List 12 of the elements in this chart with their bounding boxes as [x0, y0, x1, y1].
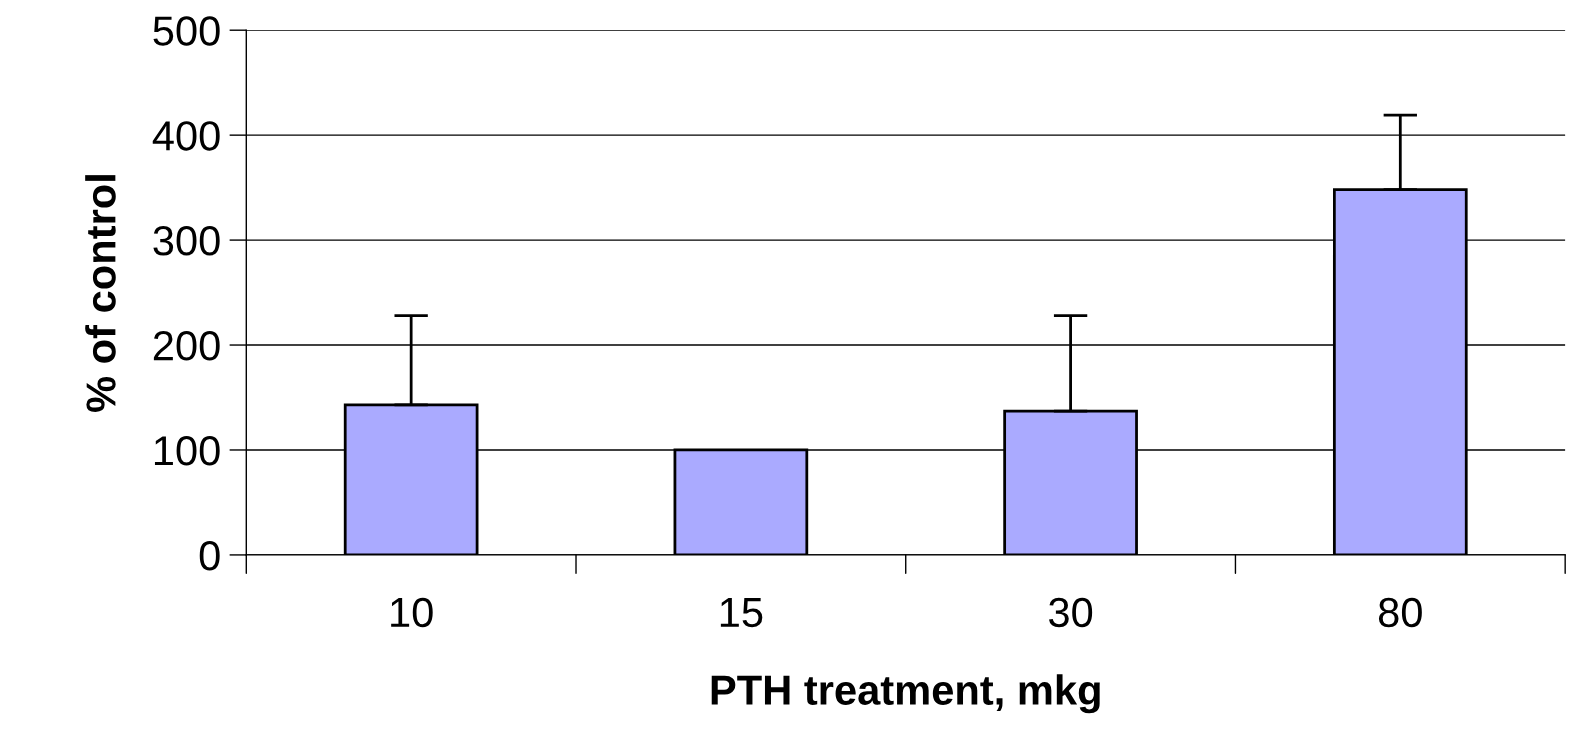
- x-tick-label: 30: [1049, 597, 1093, 628]
- y-axis-title: % of control: [85, 175, 116, 412]
- y-tick-label: 400: [152, 121, 220, 151]
- x-tick-label: 10: [391, 597, 433, 628]
- y-tick-label: 0: [199, 540, 220, 571]
- x-axis-title: PTH treatment, mkg: [711, 674, 1100, 714]
- y-tick-label: 500: [153, 16, 220, 46]
- x-tick-label: 15: [720, 598, 763, 628]
- y-tick-label: 200: [153, 331, 220, 361]
- y-tick-label: 300: [153, 226, 220, 256]
- x-tick-label: 80: [1378, 597, 1422, 628]
- y-tick-label: 100: [154, 435, 220, 466]
